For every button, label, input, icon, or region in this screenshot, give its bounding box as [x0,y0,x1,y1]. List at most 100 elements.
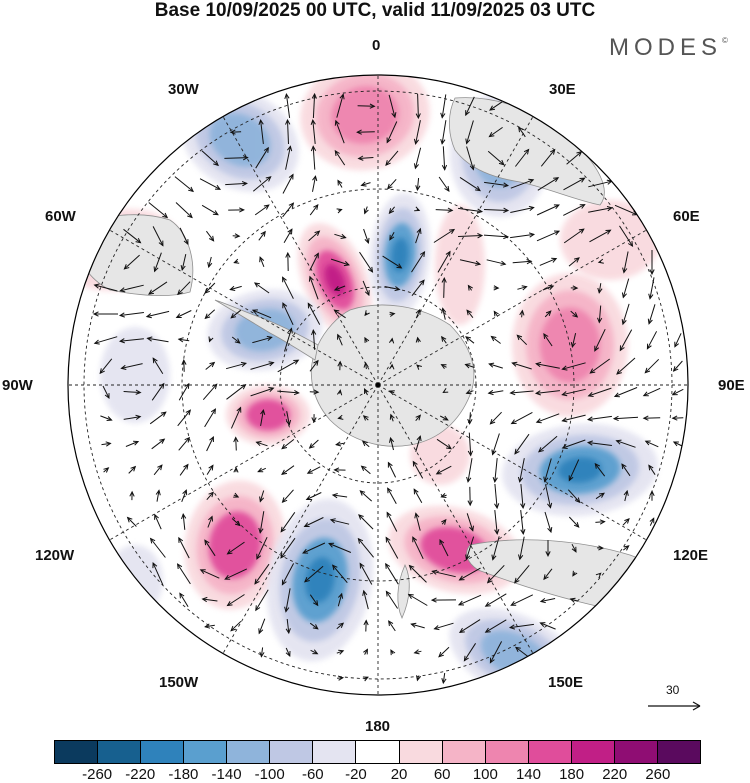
colorbar-segment [184,741,228,763]
wind-vector [486,259,507,266]
wind-vector [93,336,118,345]
wind-vector [413,649,422,655]
wind-vector [510,178,535,189]
wind-vector [100,415,113,421]
wind-vector [490,335,501,344]
wind-vector [597,283,603,294]
wind-vector [329,518,350,525]
colorbar-segment [485,741,529,763]
wind-vector [465,536,475,561]
wind-vector [536,204,560,216]
wind-vector [415,308,421,319]
wind-vector [561,388,586,397]
wind-vector [466,309,474,319]
wind-vector [439,415,449,421]
wind-vector [543,333,553,347]
wind-vector [309,203,319,216]
wind-vector [542,285,555,291]
wind-vector [572,570,578,577]
wind-vector [285,118,291,145]
wind-vector [277,389,300,396]
colorbar-segment [141,741,185,763]
wind-vector [359,251,374,273]
wind-vector [154,513,162,530]
wind-vector [310,649,319,655]
colorbar-segment [98,741,142,763]
wind-vector [493,285,500,291]
wind-vector [458,619,481,634]
wind-vector [457,594,482,606]
brand-mark: © [722,36,728,45]
wind-vector [589,358,610,374]
wind-vector [568,459,580,482]
colorbar-segment [227,741,271,763]
wind-vector [594,328,606,352]
wind-vector [491,433,500,456]
reference-vector-arrow [648,701,701,711]
wind-vector [646,331,658,350]
wind-vector [362,415,369,421]
wind-vector [621,278,630,299]
wind-vector [129,490,135,501]
colorbar-tick-label: 100 [472,766,498,783]
wind-vector [465,336,475,344]
wind-vector [519,309,525,318]
wind-vector [494,510,500,536]
wind-vector [285,618,291,635]
wind-vector [412,460,424,479]
wind-vector [360,465,371,475]
wind-vector [416,364,422,370]
wind-vector [387,461,397,478]
wind-vector [277,359,300,373]
wind-vector [307,302,321,325]
wind-vector [146,336,169,343]
wind-vector [672,441,683,447]
wind-vector [334,233,347,239]
wind-vector [586,415,612,422]
wind-vector [520,510,526,536]
wind-vector [644,358,660,374]
wind-vector [622,251,629,274]
wind-vector [224,155,249,161]
wind-vector [92,311,118,317]
wind-vector [623,489,629,502]
wind-vector [204,282,216,294]
wind-vector [93,283,118,292]
wind-vector [544,310,552,318]
wind-vector [441,307,447,320]
wind-vector [621,463,631,477]
wind-vector [308,230,321,242]
wind-vector [250,387,275,397]
lon-label-30e: 30E [549,81,576,98]
wind-vector [102,385,110,400]
lon-label-60w: 60W [45,208,76,225]
wind-vector [539,622,556,630]
wind-vector [388,94,397,119]
wind-vector [416,675,422,682]
wind-vector [252,335,273,344]
wind-vector [587,387,612,397]
wind-vector [441,518,447,525]
wind-vector [363,361,369,370]
wind-vector [437,250,451,273]
wind-vector [230,309,242,319]
wind-vector [206,435,214,452]
wind-vector [302,542,326,554]
wind-vector [413,120,421,145]
wind-vector [489,101,503,111]
wind-vector [415,93,421,120]
wind-vector [588,206,613,213]
anomaly-contour [246,399,290,431]
colorbar-segment [313,741,357,763]
wind-vector [466,146,475,171]
wind-vector [515,148,530,167]
wind-vector [483,207,510,213]
wind-vector [648,464,656,475]
wind-vector [225,181,248,187]
wind-vector [282,173,294,194]
wind-vector [230,406,242,429]
wind-vector [511,361,532,370]
colorbar-tick-label: -60 [301,766,324,783]
wind-vector [207,515,213,528]
wind-vector [389,311,396,317]
